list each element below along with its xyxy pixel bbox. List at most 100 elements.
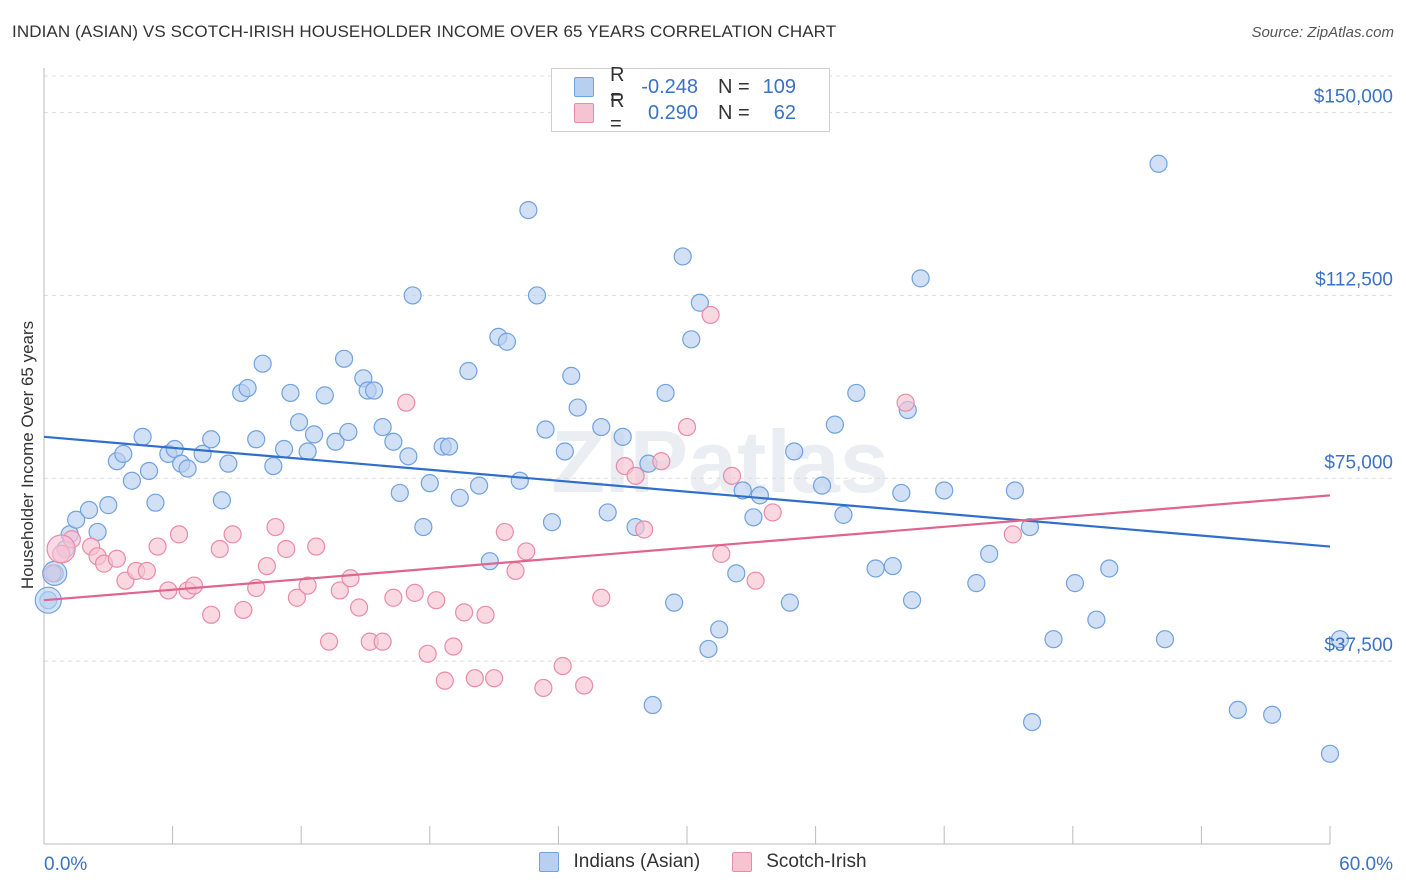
scotch-irish-point — [257, 556, 277, 576]
indian-point — [1320, 744, 1340, 763]
scotch-irish-point — [435, 671, 454, 690]
scotch-irish-point — [896, 393, 915, 412]
scotch-irish-point — [169, 525, 189, 544]
scotch-irish-point — [722, 466, 742, 485]
indian-point — [298, 442, 317, 461]
indian-point — [727, 564, 746, 583]
legend-label-indians: Indians (Asian) — [573, 851, 701, 872]
indian-point — [555, 442, 574, 461]
indian-point — [785, 442, 804, 461]
scotch-irish-point — [373, 632, 392, 651]
indian-point — [390, 483, 409, 503]
scotch-irish-point — [418, 644, 437, 663]
scotch-irish-point — [476, 605, 495, 624]
scotch-irish-point — [341, 569, 360, 588]
indian-point — [665, 593, 684, 612]
scotch-irish-point — [677, 417, 697, 437]
indian-point — [866, 559, 885, 578]
scotch-irish-point — [184, 576, 204, 595]
scotch-irish-point — [534, 678, 553, 698]
indian-point — [1228, 700, 1247, 720]
n-value: 62 — [773, 101, 796, 124]
indian-point — [403, 286, 422, 305]
indian-point — [304, 425, 324, 444]
indian-point — [1044, 630, 1063, 649]
indian-point — [825, 415, 844, 434]
indian-point — [315, 386, 334, 405]
indian-point — [264, 456, 283, 476]
indian-point — [699, 639, 718, 659]
scotch-irish-point — [107, 549, 126, 568]
indian-point — [202, 430, 221, 449]
legend-swatch-blue — [574, 77, 594, 97]
x-tick-label-max: 60.0% — [1339, 854, 1393, 875]
indian-point — [510, 471, 529, 490]
y-axis-label: Householder Income Over 65 years — [18, 320, 37, 590]
scotch-irish-point — [485, 669, 504, 688]
legend-item-scotch-irish: Scotch-Irish — [732, 851, 867, 873]
indian-point — [373, 417, 392, 437]
scotch-irish-point — [330, 581, 349, 600]
source-label: Source: ZipAtlas.com — [1251, 24, 1394, 41]
scotch-irish-point — [223, 525, 242, 544]
trend-lines — [43, 435, 1331, 602]
scotch-irish-point — [701, 305, 720, 325]
indian-point — [1020, 517, 1040, 537]
scotch-irish-point — [287, 588, 307, 607]
indian-point — [1005, 481, 1025, 500]
indian-point — [339, 422, 358, 442]
indian-point — [598, 503, 617, 522]
y-tick-label: $75,000 — [1324, 452, 1393, 473]
indian-point — [568, 398, 587, 417]
indian-point — [834, 505, 853, 524]
scotch-irish-trend-line — [43, 494, 1331, 602]
scotch-irish-point — [444, 637, 463, 656]
scotch-irish-point — [277, 539, 296, 559]
indian-point — [399, 447, 418, 466]
scotch-irish-point — [626, 466, 645, 485]
legend-swatch-pink — [574, 103, 594, 123]
scotch-irish-point — [575, 676, 594, 695]
indian-point — [67, 510, 86, 529]
indian-point — [542, 513, 562, 532]
indian-point — [911, 269, 930, 288]
indian-point — [79, 500, 99, 520]
scotch-irish-point — [319, 632, 339, 651]
scotch-irish-point — [635, 520, 654, 539]
y-tick-label: $37,500 — [1324, 635, 1393, 656]
indian-point — [133, 427, 152, 446]
scotch-irish-point — [712, 544, 731, 563]
scotch-irish-point — [234, 600, 253, 620]
indian-point — [178, 459, 197, 478]
scotch-irish-point — [592, 588, 611, 607]
indian-point — [334, 349, 354, 368]
indian-point — [980, 544, 999, 563]
scotch-irish-point — [454, 603, 474, 622]
indian-point — [690, 293, 709, 312]
scotch-irish-point — [763, 503, 782, 522]
y-tick-label: $150,000 — [1314, 87, 1393, 108]
indian-point — [682, 330, 701, 349]
indian-point — [238, 378, 257, 398]
scotch-irish-cluster-point — [46, 534, 76, 564]
indian-point — [673, 247, 692, 266]
indian-point — [1100, 559, 1119, 578]
series-legend: Indians (Asian) Scotch-Irish — [0, 851, 1406, 873]
indian-point — [613, 427, 632, 446]
scotch-irish-point — [148, 537, 167, 556]
scotch-irish-point — [349, 598, 369, 617]
indian-cluster-point — [42, 560, 68, 586]
indian-point — [902, 591, 922, 610]
legend-row-indians: R = -0.248 N = 109 — [574, 64, 796, 109]
indian-point — [253, 354, 272, 373]
scotch-irish-point — [506, 561, 525, 581]
indian-point — [780, 593, 799, 612]
indian-point — [1263, 705, 1282, 724]
scotch-irish-point — [298, 576, 317, 595]
indian-point — [480, 552, 499, 571]
axes — [43, 68, 1331, 845]
indian-point — [750, 486, 769, 505]
indian-point — [710, 620, 729, 639]
scotch-irish-point — [553, 656, 572, 676]
indian-point — [643, 695, 662, 715]
